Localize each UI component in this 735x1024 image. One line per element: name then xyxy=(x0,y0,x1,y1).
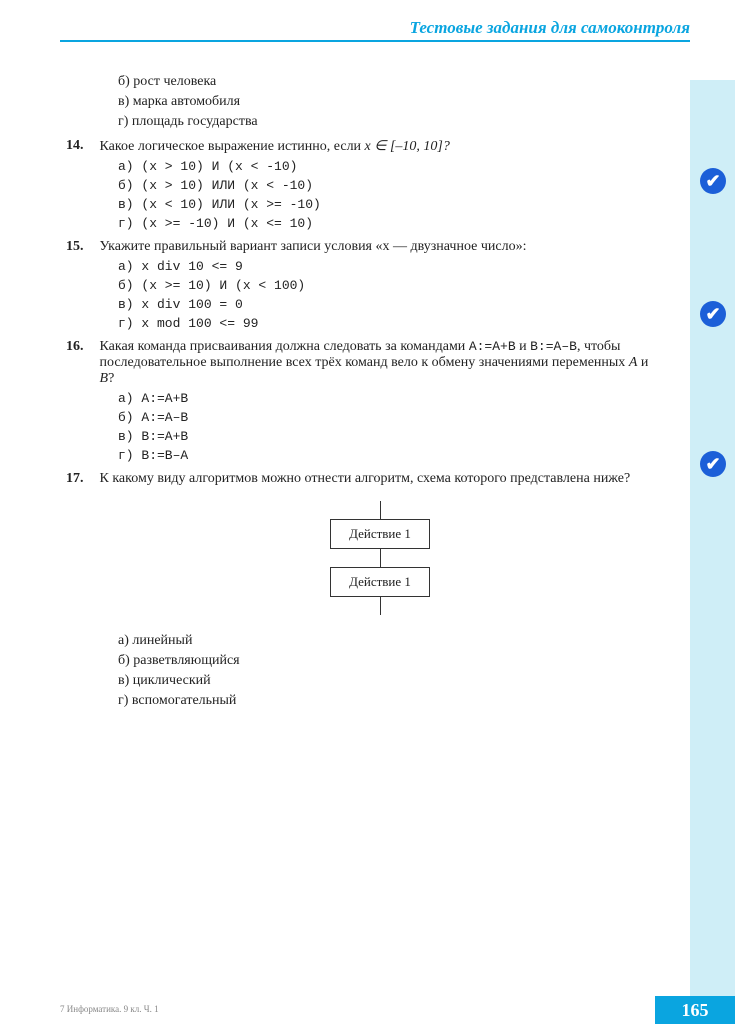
check-icon: ✔ xyxy=(700,168,726,194)
check-icon: ✔ xyxy=(700,301,726,327)
option-text: г) вспомогательный xyxy=(118,693,660,709)
option-text: в) x div 100 = 0 xyxy=(118,297,660,312)
option-text: в) (x < 10) ИЛИ (x >= -10) xyxy=(118,197,660,212)
option-text: в) марка автомобиля xyxy=(118,94,660,110)
option-text: б) (x > 10) ИЛИ (x < -10) xyxy=(118,178,660,193)
option-text: а) линейный xyxy=(118,633,660,649)
content-area: б) рост человека в) марка автомобиля г) … xyxy=(100,70,660,713)
flow-connector xyxy=(380,501,381,519)
option-text: а) (x > 10) И (x < -10) xyxy=(118,159,660,174)
page: Тестовые задания для самоконтроля ✔ ✔ ✔ … xyxy=(0,0,735,1024)
option-text: г) (x >= -10) И (x <= 10) xyxy=(118,216,660,231)
flow-box: Действие 1 xyxy=(330,519,430,549)
question-16: 16. Какая команда присваивания должна сл… xyxy=(100,339,660,463)
question-number: 17. xyxy=(66,471,96,487)
option-text: б) разветвляющийся xyxy=(118,653,660,669)
option-text: в) B:=A+B xyxy=(118,429,660,444)
header-title: Тестовые задания для самоконтроля xyxy=(410,18,690,37)
option-text: в) циклический xyxy=(118,673,660,689)
right-sidebar xyxy=(690,80,735,1000)
question-14: 14. Какое логическое выражение истинно, … xyxy=(100,138,660,231)
flowchart-diagram: Действие 1 Действие 1 xyxy=(100,501,660,615)
flow-connector xyxy=(380,549,381,567)
header-bar: Тестовые задания для самоконтроля xyxy=(60,18,690,42)
footer-text: 7 Информатика. 9 кл. Ч. 1 xyxy=(60,1004,159,1014)
option-text: а) x div 10 <= 9 xyxy=(118,259,660,274)
question-text: Какое логическое выражение истинно, если… xyxy=(100,138,650,155)
question-text: Какая команда присваивания должна следов… xyxy=(100,339,650,387)
question-17: 17. К какому виду алгоритмов можно отнес… xyxy=(100,471,660,709)
question-number: 14. xyxy=(66,138,96,154)
question-number: 15. xyxy=(66,239,96,255)
question-text: Укажите правильный вариант записи услови… xyxy=(100,239,650,255)
page-number: 165 xyxy=(655,996,735,1024)
flow-box: Действие 1 xyxy=(330,567,430,597)
question-text: К какому виду алгоритмов можно отнести а… xyxy=(100,471,650,487)
option-text: б) рост человека xyxy=(118,74,660,90)
question-number: 16. xyxy=(66,339,96,355)
option-text: г) x mod 100 <= 99 xyxy=(118,316,660,331)
check-icon: ✔ xyxy=(700,451,726,477)
option-text: б) A:=A–B xyxy=(118,410,660,425)
flow-connector xyxy=(380,597,381,615)
option-text: а) A:=A+B xyxy=(118,391,660,406)
question-15: 15. Укажите правильный вариант записи ус… xyxy=(100,239,660,331)
option-text: г) B:=B–A xyxy=(118,448,660,463)
option-text: б) (x >= 10) И (x < 100) xyxy=(118,278,660,293)
option-text: г) площадь государства xyxy=(118,114,660,130)
